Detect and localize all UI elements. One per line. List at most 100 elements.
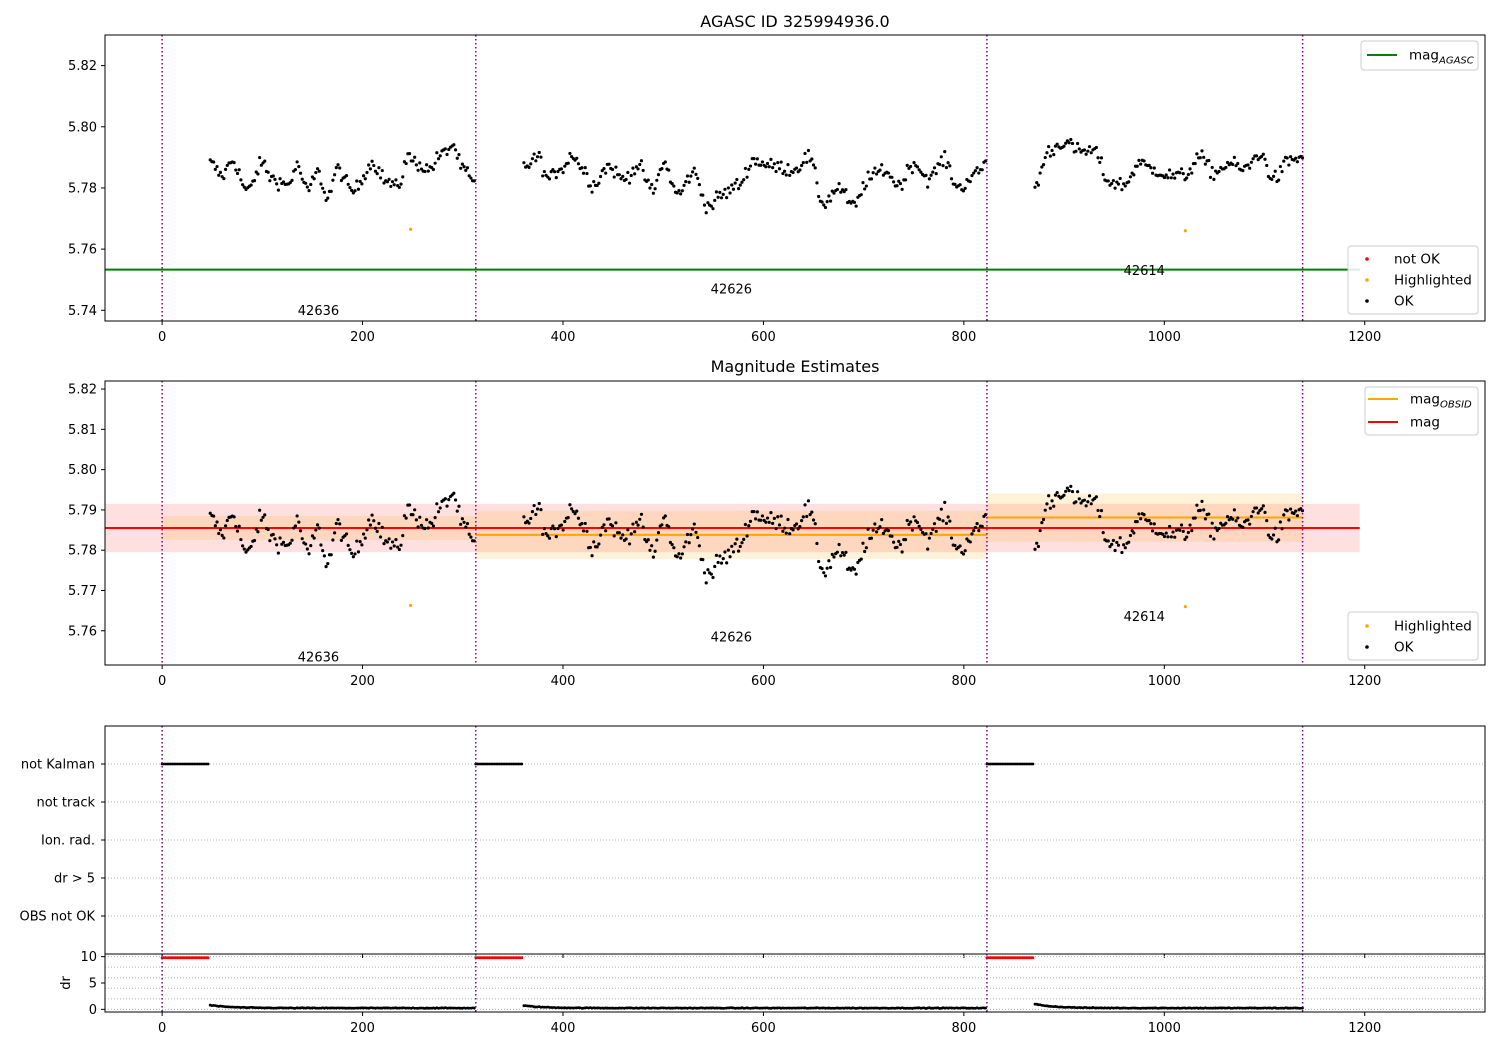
- ok-point: [953, 543, 957, 548]
- ok-point: [656, 173, 661, 177]
- ok-point: [743, 522, 747, 527]
- ok-point: [1282, 159, 1286, 163]
- ok-point: [315, 167, 320, 171]
- ok-point: [873, 166, 877, 170]
- ok-point: [817, 559, 821, 564]
- ok-point: [909, 164, 913, 169]
- ok-point: [462, 520, 466, 524]
- ok-point: [728, 555, 732, 559]
- ok-point: [704, 581, 708, 585]
- ok-point: [890, 534, 894, 538]
- ok-point: [529, 516, 533, 521]
- ok-point: [276, 188, 280, 192]
- ok-point: [259, 518, 263, 522]
- ok-point: [696, 176, 700, 180]
- ok-point: [742, 178, 746, 182]
- ok-point: [324, 565, 328, 569]
- ok-point: [551, 524, 555, 528]
- ok-point: [631, 522, 635, 526]
- ok-point: [772, 162, 776, 166]
- ok-point: [447, 147, 451, 152]
- ok-point: [416, 525, 420, 529]
- ok-point: [692, 166, 696, 170]
- ok-point: [350, 188, 354, 192]
- ok-point: [321, 549, 325, 553]
- ok-point: [1294, 156, 1298, 160]
- ok-point: [980, 168, 984, 172]
- ok-point: [1070, 141, 1075, 146]
- ok-point: [1069, 484, 1073, 488]
- ok-point: [638, 517, 642, 521]
- ok-point: [854, 204, 858, 208]
- ok-point: [339, 178, 344, 183]
- ok-point: [910, 171, 914, 175]
- ok-point: [881, 531, 885, 536]
- ok-point: [1106, 539, 1110, 543]
- ok-point: [667, 525, 671, 529]
- ok-point: [912, 515, 916, 519]
- ok-point: [1130, 529, 1134, 533]
- ok-point: [721, 557, 725, 561]
- ok-point: [617, 173, 621, 177]
- ok-point: [445, 504, 449, 508]
- ok-point: [873, 522, 877, 526]
- ok-point: [537, 501, 541, 506]
- ok-point: [735, 537, 739, 541]
- ok-point: [687, 180, 691, 184]
- y-tick-label: 5.82: [68, 59, 97, 74]
- ok-point: [353, 552, 357, 556]
- ok-point: [670, 182, 674, 186]
- ok-point: [769, 510, 773, 515]
- ok-point: [706, 568, 710, 572]
- ok-point: [791, 528, 795, 532]
- ok-point: [1132, 531, 1136, 535]
- ok-point: [218, 528, 223, 532]
- ok-point: [575, 156, 579, 160]
- ok-point: [573, 512, 577, 516]
- ok-point: [801, 515, 805, 519]
- ok-point: [399, 543, 403, 547]
- ok-point: [453, 498, 458, 502]
- ok-point: [771, 521, 775, 525]
- ok-point: [842, 553, 846, 557]
- ok-point: [754, 517, 758, 521]
- ok-point: [944, 521, 949, 525]
- ok-point: [663, 514, 667, 518]
- ok-point: [823, 205, 828, 210]
- ok-point: [828, 199, 833, 203]
- ok-point: [890, 175, 894, 179]
- ok-point: [1108, 545, 1112, 549]
- ok-point: [973, 169, 977, 173]
- ok-point: [1270, 537, 1274, 541]
- y-tick-label: 5.80: [68, 463, 97, 478]
- ok-point: [607, 517, 611, 521]
- ok-point: [684, 180, 688, 184]
- ok-point: [863, 187, 867, 191]
- ok-point: [1227, 518, 1231, 522]
- ok-point: [431, 167, 436, 172]
- ok-point: [1098, 514, 1102, 519]
- ok-point: [438, 506, 442, 510]
- ok-point: [898, 181, 903, 186]
- ok-point: [1098, 160, 1102, 165]
- dr-clipped-point: [206, 956, 210, 960]
- x-tick-label: 1000: [1148, 330, 1181, 345]
- ok-point: [813, 166, 817, 170]
- y-tick-label: 5.81: [68, 423, 97, 438]
- ok-point: [329, 189, 333, 193]
- ok-point: [1225, 160, 1230, 165]
- ok-point: [1152, 522, 1156, 526]
- ok-point: [1077, 147, 1081, 151]
- ok-point: [754, 162, 758, 166]
- ok-point: [944, 165, 949, 170]
- ok-point: [1181, 529, 1185, 533]
- ok-point: [1055, 142, 1059, 146]
- ok-point: [697, 544, 701, 548]
- ok-point: [522, 515, 526, 519]
- ok-point: [803, 503, 807, 507]
- ok-point: [938, 162, 942, 167]
- ok-point: [305, 547, 309, 551]
- flag-category-label: OBS not OK: [20, 910, 96, 925]
- ok-point: [926, 547, 930, 551]
- ok-point: [256, 172, 260, 176]
